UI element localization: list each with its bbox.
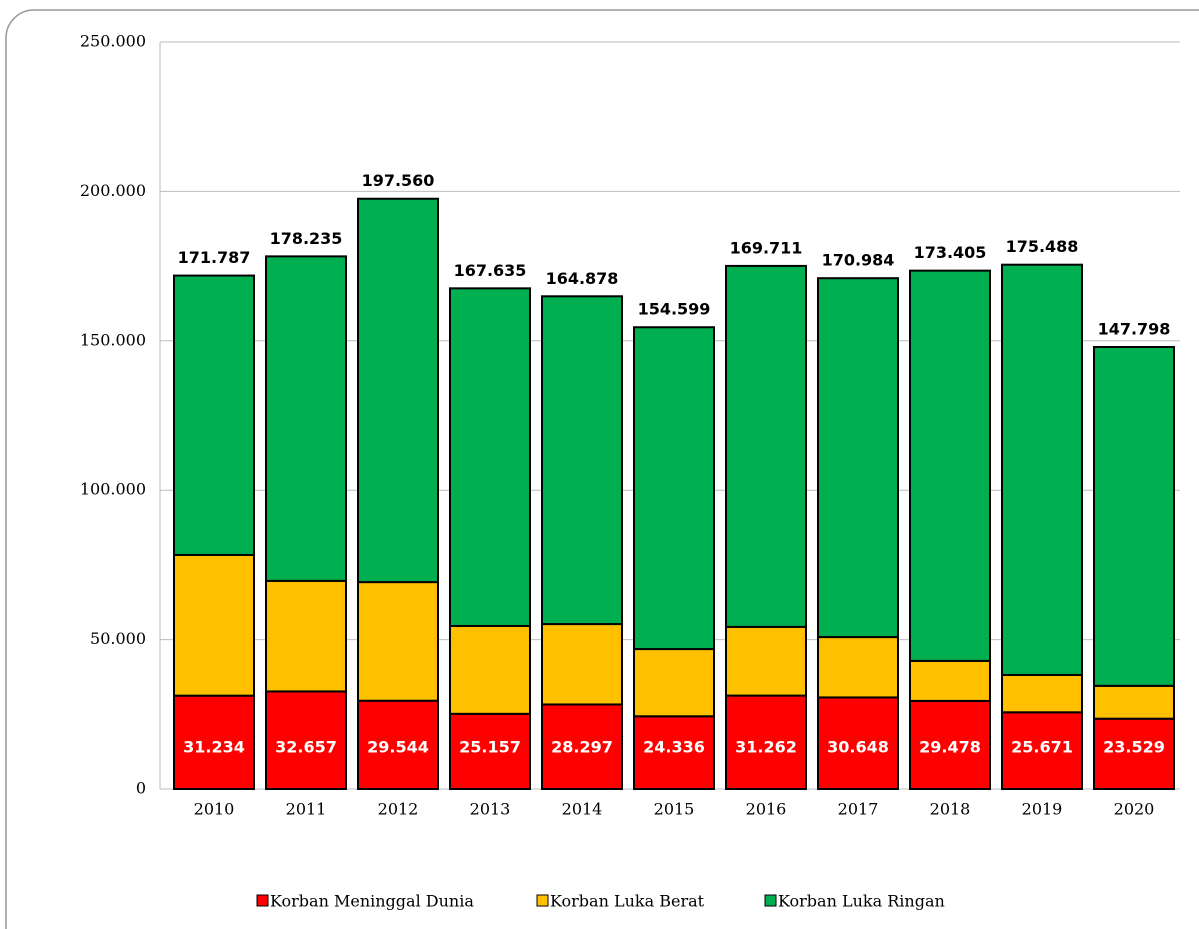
bar-segment [725, 625, 807, 697]
bar-segment [633, 648, 715, 718]
legend-swatch [256, 894, 269, 907]
bar-segment [265, 690, 347, 791]
legend-label: Korban Luka Berat [550, 892, 705, 911]
bar-segment [357, 197, 439, 584]
x-tick-label: 2017 [838, 800, 879, 819]
value-label: 31.262 [735, 738, 797, 757]
x-tick-label: 2011 [286, 800, 327, 819]
bar-segment [173, 694, 255, 790]
x-tick-label: 2016 [746, 800, 787, 819]
value-label: 24.336 [643, 738, 705, 757]
y-tick-label: 150.000 [80, 330, 146, 349]
total-label: 164.878 [546, 269, 619, 288]
total-label: 175.488 [1006, 237, 1079, 256]
x-tick-label: 2020 [1114, 800, 1155, 819]
bar-segment [541, 295, 623, 626]
value-label: 23.529 [1103, 738, 1165, 757]
total-label: 178.235 [270, 229, 343, 248]
bar-segment [633, 326, 715, 651]
value-label: 30.648 [827, 738, 889, 757]
bar-segment [817, 696, 899, 790]
bar-segment [173, 274, 255, 556]
bar-segment [265, 579, 347, 693]
bar-segment [541, 623, 623, 706]
bar-segment [1001, 263, 1083, 676]
x-tick-label: 2018 [930, 800, 971, 819]
x-tick-label: 2015 [654, 800, 695, 819]
bar-segment [173, 553, 255, 697]
x-tick-label: 2019 [1022, 800, 1063, 819]
bar-segment [817, 636, 899, 699]
value-label: 31.234 [183, 738, 245, 757]
y-tick-label: 50.000 [90, 629, 146, 648]
total-label: 169.711 [730, 238, 803, 257]
bar-segment [265, 255, 347, 582]
bar-segment [1093, 684, 1175, 720]
value-label: 25.157 [459, 738, 521, 757]
total-label: 173.405 [914, 243, 987, 262]
bar-segment [633, 715, 715, 791]
y-tick-label: 0 [136, 779, 146, 798]
value-label: 28.297 [551, 738, 613, 757]
total-label: 154.599 [638, 300, 711, 319]
value-label: 29.478 [919, 738, 981, 757]
bar-segment [1001, 673, 1083, 714]
x-tick-label: 2013 [470, 800, 511, 819]
frame [5, 9, 1199, 929]
bar-segment [449, 624, 531, 715]
legend-label: Korban Luka Ringan [778, 892, 945, 911]
value-label: 29.544 [367, 738, 429, 757]
x-tick-label: 2012 [378, 800, 419, 819]
bar-segment [1093, 717, 1175, 791]
y-tick-label: 250.000 [80, 32, 146, 51]
y-tick-label: 100.000 [80, 480, 146, 499]
bar-segment [909, 659, 991, 702]
bar-segment [725, 264, 807, 628]
legend-swatch [536, 894, 549, 907]
bar-segment [1093, 345, 1175, 687]
bar-segment [909, 699, 991, 790]
total-label: 170.984 [822, 251, 895, 270]
x-tick-label: 2014 [562, 800, 603, 819]
total-label: 167.635 [454, 261, 527, 280]
legend-swatch [764, 894, 777, 907]
x-tick-label: 2010 [194, 800, 235, 819]
value-label: 32.657 [275, 738, 337, 757]
total-label: 197.560 [362, 171, 435, 190]
bar-segment [909, 269, 991, 662]
bar-segment [817, 277, 899, 639]
value-label: 25.671 [1011, 738, 1073, 757]
total-label: 171.787 [178, 248, 251, 267]
bar-segment [357, 581, 439, 702]
bar-segment [449, 287, 531, 627]
y-tick-label: 200.000 [80, 181, 146, 200]
bar-segment [725, 694, 807, 791]
total-label: 147.798 [1098, 319, 1171, 338]
legend-label: Korban Meninggal Dunia [270, 892, 474, 911]
